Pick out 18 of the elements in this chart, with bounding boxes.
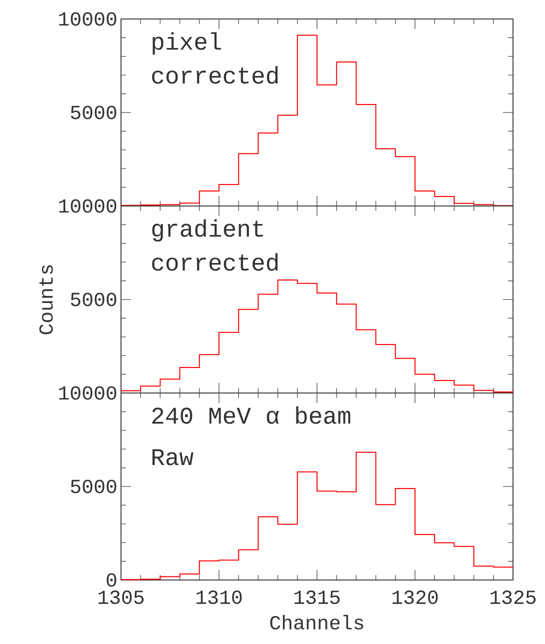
x-tick-label: 1325 — [490, 590, 536, 604]
x-axis-title: Channels — [270, 614, 364, 630]
annotation: Raw — [152, 449, 194, 466]
x-tick-label: 1320 — [392, 590, 438, 604]
y-tick-label: 10000 — [59, 199, 116, 213]
x-tick-label: 1315 — [294, 590, 340, 604]
y-tick-label: 5000 — [70, 106, 116, 120]
y-tick-label: 5000 — [70, 292, 116, 306]
x-tick-label: 1305 — [98, 590, 144, 604]
annotation: 240 MeV α beam — [152, 406, 350, 424]
annotation: pixel corrected — [152, 32, 278, 84]
annotation: gradient corrected — [152, 219, 278, 271]
y-tick-label: 0 — [106, 573, 116, 587]
x-tick-label: 1310 — [196, 590, 242, 604]
y-tick-label: 5000 — [70, 480, 116, 494]
y-tick-label: 10000 — [59, 386, 116, 400]
y-axis-title: Counts — [39, 265, 53, 334]
y-tick-label: 10000 — [59, 12, 116, 26]
